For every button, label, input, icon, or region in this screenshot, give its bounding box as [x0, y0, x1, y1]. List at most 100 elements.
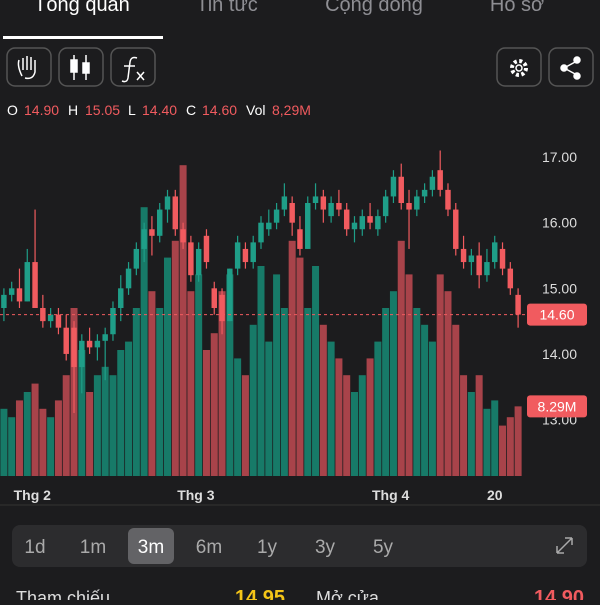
candle-body: [94, 340, 101, 348]
volume-bar: [296, 257, 304, 476]
candle-body: [32, 262, 38, 308]
range-button[interactable]: 5y: [373, 537, 394, 558]
volume-bar: [8, 417, 16, 476]
range-button[interactable]: 1m: [80, 537, 106, 558]
x-tick-label: Thg 3: [177, 487, 215, 503]
volume-bar: [491, 400, 499, 476]
candle-body: [164, 196, 171, 210]
tab[interactable]: Hồ sơ: [490, 0, 544, 16]
volume-bar: [265, 341, 273, 476]
candle-body: [211, 288, 217, 308]
range-button[interactable]: 3y: [315, 537, 336, 558]
candle-body: [242, 248, 249, 263]
candle-body: [86, 340, 93, 348]
candle-body: [328, 203, 334, 217]
tab[interactable]: Tổng quan: [34, 0, 130, 16]
volume-bar: [444, 291, 452, 476]
candle-body: [414, 196, 420, 210]
volume-bar: [23, 392, 31, 476]
volume-bar: [218, 291, 226, 476]
volume-bar: [78, 350, 86, 476]
ohlc-label: Vol: [246, 102, 265, 118]
volume-bar: [475, 375, 483, 476]
volume-bar: [312, 266, 320, 476]
candle-body: [297, 229, 303, 249]
candle-body: [320, 196, 327, 210]
tool-button[interactable]: [6, 47, 52, 87]
last-volume-label: 8.29M: [538, 398, 577, 414]
range-button[interactable]: 3m: [138, 537, 164, 558]
candle-body: [492, 242, 498, 263]
range-button[interactable]: 1d: [24, 537, 45, 558]
volume-bar: [132, 308, 140, 476]
volume-bar: [452, 324, 460, 476]
candle-body: [289, 203, 295, 223]
volume-bar: [117, 350, 125, 476]
settings-button[interactable]: [496, 47, 542, 87]
candle-body: [133, 248, 140, 269]
volume-bar: [366, 358, 374, 476]
volume-bar: [273, 274, 281, 476]
candle-body: [437, 170, 443, 190]
candle-body: [305, 203, 311, 249]
volume-bar: [234, 358, 242, 476]
volume-bar: [171, 240, 179, 476]
candle-body: [79, 340, 85, 368]
x-tick-label: 20: [487, 487, 503, 503]
ohlc-value: 14.60: [202, 102, 237, 118]
volume-bar: [405, 274, 413, 476]
candle-body: [484, 262, 490, 276]
candle-body: [421, 189, 428, 197]
tool-button[interactable]: [110, 47, 156, 87]
volume-bar: [499, 425, 507, 476]
volume-bar: [483, 408, 491, 476]
volume-bar: [39, 408, 47, 476]
volume-bar: [164, 257, 172, 476]
candle-body: [8, 288, 15, 295]
candle-body: [445, 189, 451, 210]
range-selected: [128, 528, 174, 564]
candle-body: [375, 216, 381, 230]
gear-icon: [510, 59, 528, 77]
tab[interactable]: Cộng đồng: [325, 0, 423, 16]
volume-bar: [335, 358, 343, 476]
expand-icon[interactable]: [556, 537, 573, 554]
share-button[interactable]: [548, 47, 594, 87]
candle-body: [141, 229, 147, 249]
candle-body: [1, 294, 7, 308]
volume-bar: [140, 207, 148, 476]
range-button[interactable]: 6m: [196, 537, 222, 558]
candle-body: [507, 268, 514, 289]
candle-body: [47, 314, 54, 322]
volume-bar: [304, 308, 312, 476]
candle-body: [71, 327, 77, 368]
candle-body: [156, 209, 163, 236]
candle-body: [172, 196, 179, 230]
volume-bar: [288, 240, 296, 476]
volume-bar: [421, 324, 429, 476]
volume-bar: [86, 392, 94, 476]
range-button[interactable]: 1y: [257, 537, 278, 558]
fx-icon: [121, 56, 145, 83]
candle-body: [180, 229, 186, 243]
volume-bar: [241, 375, 249, 476]
volume-bar: [210, 333, 218, 476]
tab[interactable]: Tin tức: [196, 0, 258, 16]
volume-bar: [0, 408, 8, 476]
volume-bar: [54, 400, 62, 476]
volume-bar: [101, 366, 109, 476]
ohlc-value: 15.05: [85, 102, 120, 118]
candle-body: [429, 176, 436, 190]
volume-bar: [249, 324, 257, 476]
volume-bar: [460, 375, 468, 476]
tool-button[interactable]: [58, 47, 104, 87]
volume-bar: [280, 308, 288, 476]
candle-body: [55, 314, 62, 328]
volume-bar: [467, 392, 475, 476]
summary-value: 14.95: [235, 587, 285, 600]
candle-body: [63, 327, 69, 354]
volume-bar: [382, 308, 390, 476]
candle-body: [499, 248, 506, 269]
volume-bar: [436, 274, 444, 476]
